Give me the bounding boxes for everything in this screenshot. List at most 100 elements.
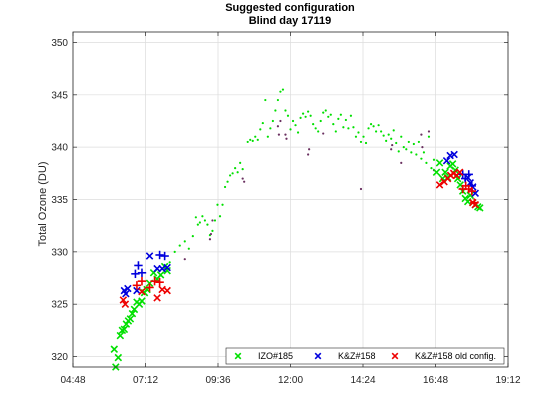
series-point	[476, 204, 484, 212]
dot-point	[421, 146, 424, 149]
series-point	[132, 281, 142, 290]
dot-point	[415, 153, 418, 156]
dot-point	[201, 215, 204, 218]
dot-point	[194, 216, 197, 219]
series-point	[448, 160, 457, 168]
series-point	[119, 296, 128, 304]
dot-point	[397, 150, 400, 153]
dot-point	[349, 114, 353, 117]
dot-point	[359, 140, 363, 144]
dot-point	[276, 125, 280, 128]
series-point	[156, 271, 165, 279]
series-point	[128, 309, 137, 318]
series-point	[120, 325, 129, 334]
x-tick-label: 04:48	[60, 375, 85, 386]
series-point	[450, 150, 458, 159]
dot-point	[402, 146, 405, 149]
series-point	[138, 297, 146, 305]
dot-point	[374, 130, 378, 133]
dot-point	[354, 135, 358, 138]
dot-point	[209, 232, 213, 236]
dot-point	[339, 113, 342, 116]
series-point	[124, 284, 132, 293]
dot-point	[276, 98, 280, 102]
chart-title: Suggested configuration	[225, 2, 355, 14]
x-tick-label: 07:12	[133, 375, 158, 386]
dot-point	[334, 130, 337, 133]
dot-point	[223, 185, 227, 189]
dot-point	[400, 161, 403, 164]
y-tick-label: 345	[51, 90, 68, 101]
x-tick-label: 14:24	[350, 375, 375, 386]
series-point	[145, 283, 154, 292]
dot-point	[266, 135, 269, 138]
dot-point	[332, 123, 335, 126]
y-tick-label: 320	[51, 352, 68, 363]
dot-point	[425, 161, 428, 164]
series-point	[134, 261, 143, 270]
dot-point	[312, 123, 315, 126]
dot-point	[364, 141, 368, 145]
y-tick-label: 340	[51, 143, 68, 154]
dot-point	[286, 114, 290, 117]
series-point	[470, 198, 479, 207]
dot-point	[410, 151, 413, 154]
dot-point	[430, 166, 433, 170]
series-point	[138, 287, 146, 296]
series-point	[126, 315, 135, 323]
legend-entry-label: K&Z#158	[338, 351, 376, 361]
dot-point	[226, 180, 229, 183]
y-axis-ticks: 320 325 330 335 340 345 350	[51, 38, 508, 363]
dot-point	[183, 258, 186, 261]
dot-point	[372, 125, 375, 128]
dot-point	[327, 115, 330, 118]
series-point	[155, 250, 164, 260]
dot-point	[296, 131, 300, 134]
dot-point	[422, 151, 426, 154]
dot-point	[279, 90, 282, 93]
series-point	[137, 276, 147, 286]
series-point	[137, 268, 147, 277]
dot-point	[246, 140, 249, 144]
series-point	[131, 269, 140, 279]
dot-point	[307, 110, 310, 113]
dot-point	[420, 133, 423, 136]
dot-point	[216, 203, 219, 206]
dot-point	[198, 221, 201, 224]
dot-point	[387, 133, 390, 136]
dot-point	[234, 166, 237, 170]
dot-point	[307, 153, 310, 156]
dot-point	[231, 172, 234, 175]
series-point	[114, 353, 123, 362]
y-tick-label: 330	[51, 247, 68, 258]
dot-point	[269, 127, 272, 130]
dot-point	[344, 118, 347, 122]
dot-point	[271, 119, 274, 123]
dot-point	[285, 137, 288, 140]
dot-point	[319, 119, 322, 123]
series-point	[464, 170, 473, 179]
dot-point	[221, 203, 224, 206]
dot-point	[309, 114, 312, 117]
dot-point	[256, 138, 259, 141]
dot-point	[412, 142, 415, 146]
legend-marker-x-icon	[314, 352, 322, 360]
dot-point	[191, 235, 194, 238]
dot-point	[241, 168, 244, 171]
legend-box	[225, 347, 505, 365]
series-point	[441, 168, 449, 177]
grid-lines	[72, 32, 509, 367]
legend-marker-x-icon	[234, 352, 242, 360]
dot-point	[274, 109, 277, 112]
dot-point	[405, 148, 408, 151]
dot-point	[261, 121, 264, 125]
dot-point	[187, 247, 190, 250]
dot-point	[301, 112, 305, 115]
dot-point	[211, 219, 214, 222]
dot-point	[380, 130, 383, 133]
dot-point	[206, 223, 209, 226]
dot-point	[183, 240, 186, 243]
dot-point	[211, 229, 214, 233]
dot-point	[218, 215, 222, 218]
